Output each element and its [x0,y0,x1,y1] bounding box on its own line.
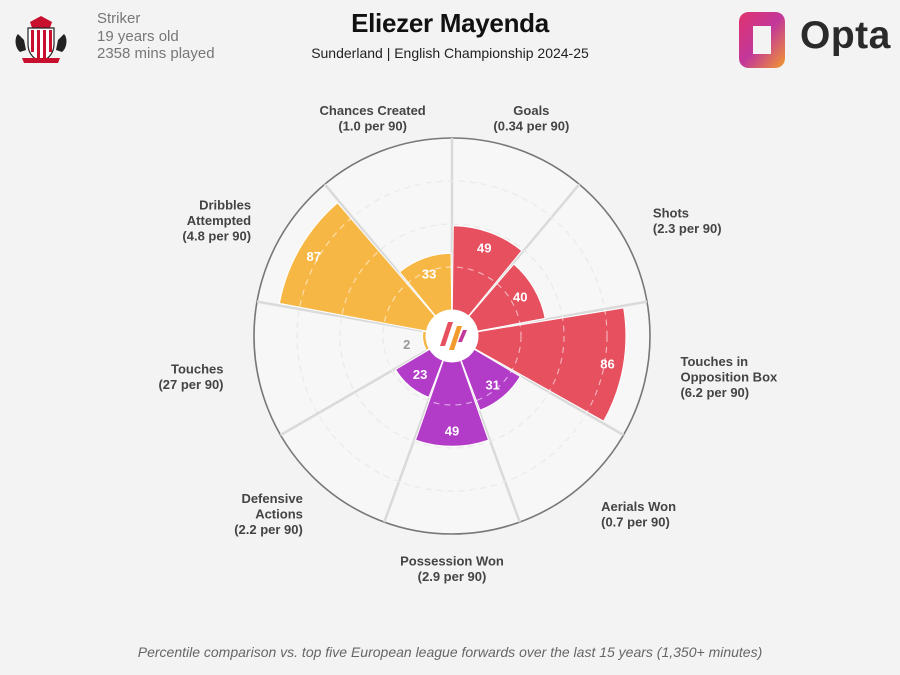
radar-value-label: 49 [477,240,491,255]
radar-category-label: Shots (2.3 per 90) [653,205,722,236]
radar-category-label: Defensive Actions (2.2 per 90) [234,491,303,537]
player-position: Striker [97,10,141,27]
player-minutes: 2358 mins played [97,45,215,62]
footnote: Percentile comparison vs. top five Europ… [137,644,763,660]
radar-category-label: Possession Won (2.9 per 90) [400,553,504,584]
player-meta: Striker 19 years old 2358 mins played [97,10,215,63]
radar-category-label: Touches in Opposition Box (6.2 per 90) [680,354,778,400]
radar-gridline-overlay [382,266,522,406]
radar-category-label: Goals (0.34 per 90) [493,103,569,133]
radar-category-label: Touches (27 per 90) [158,362,223,393]
radar-spoke [323,183,437,317]
opta-logo-text: Opta [800,14,891,57]
radar-spoke [256,300,427,333]
radar-value-label: 40 [513,290,527,305]
club-crest-icon [15,16,67,63]
radar-value-label: 49 [445,423,459,438]
radar-category-label: Chances Created (1.0 per 90) [320,103,426,133]
player-age: 19 years old [97,27,179,45]
opta-logo-icon [739,12,785,68]
radar-gridline-overlay [296,180,608,492]
page-title: Eliezer Mayenda [351,8,549,38]
opta-mark-icon [440,322,467,350]
page-subtitle: Sunderland | English Championship 2024-2… [311,45,589,61]
radar-spoke [279,347,431,437]
radar-bar [394,348,444,398]
radar-value-label: 23 [413,367,427,382]
radar-center-hub [426,310,478,362]
radar-value-label: 86 [600,356,614,371]
radar-value-label: 2 [403,337,410,352]
radar-category-label: Dribbles Attempted (4.8 per 90) [182,198,251,244]
radar-value-label: 31 [485,378,499,393]
radar-value-label: 33 [422,266,436,281]
radar-value-label: 87 [307,249,321,264]
radar-gridline-overlay [339,223,565,449]
title-block: Eliezer Mayenda Sunderland | English Cha… [0,8,900,61]
radar-category-label: Aerials Won (0.7 per 90) [601,499,676,529]
